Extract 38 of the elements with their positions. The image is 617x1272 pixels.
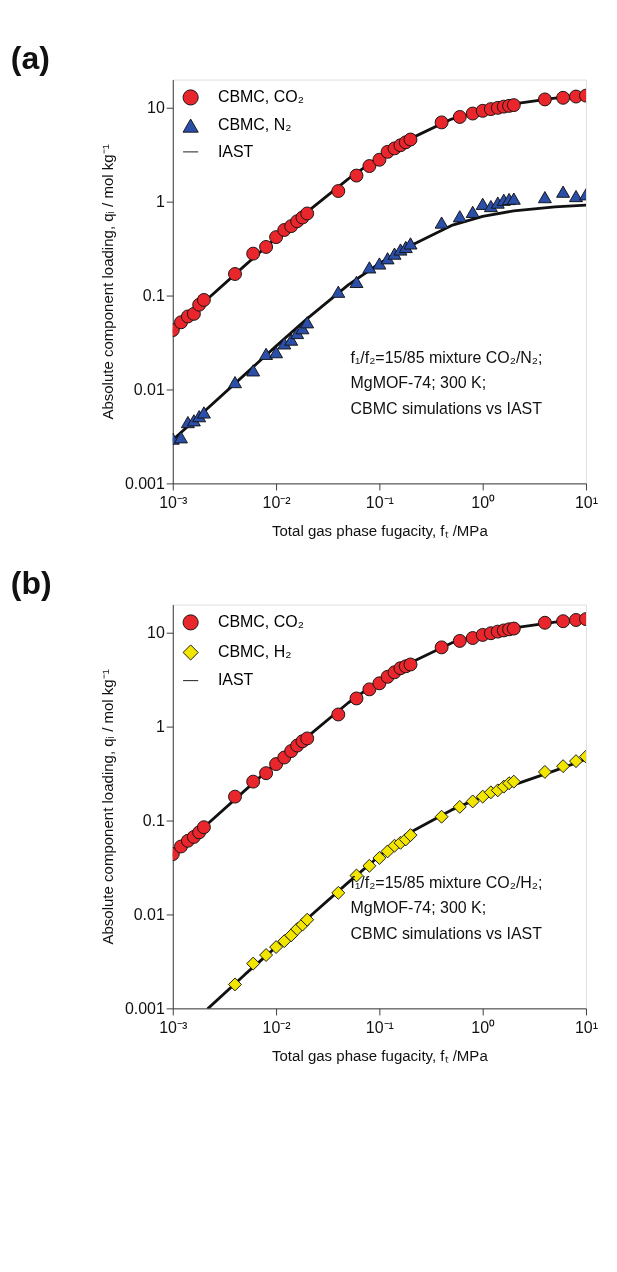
annotation: CBMC simulations vs IAST [350,399,543,417]
chart-title: (a) [10,40,50,77]
y-tick-label: 0.001 [124,474,165,492]
x-tick-label: 10⁻² [262,1019,292,1037]
x-tick-label: 10¹ [574,1019,599,1037]
x-tick-label: 10⁻¹ [365,494,394,512]
y-tick-label: 10 [147,623,165,641]
annotation: f₁/f₂=15/85 mixture CO₂/N₂; [350,348,543,366]
y-tick-label: 1 [155,717,165,735]
y-tick-label: 0.001 [124,999,165,1017]
legend-label: CBMC, CO₂ [217,613,304,631]
y-axis-title: Absolute component loading, qᵢ / mol kg⁻¹ [98,144,116,420]
y-tick-label: 10 [147,99,165,117]
legend-label: CBMC, H₂ [217,643,292,661]
x-tick-label: 10⁻³ [159,1019,188,1037]
y-tick-label: 0.1 [142,286,165,304]
annotation: CBMC simulations vs IAST [350,924,543,942]
legend-label: IAST [217,671,254,689]
y-tick-label: 0.01 [133,380,165,398]
x-axis-title: Total gas phase fugacity, fₜ /MPa [272,1047,489,1065]
y-tick-label: 0.1 [142,811,165,829]
y-tick-label: 0.01 [133,905,165,923]
legend-label: CBMC, CO₂ [217,88,304,106]
annotation: f₁/f₂=15/85 mixture CO₂/H₂; [350,873,543,891]
y-tick-label: 1 [155,192,165,210]
annotation: MgMOF-74; 300 K; [350,899,487,917]
x-tick-label: 10⁰ [471,494,496,512]
x-tick-label: 10⁰ [471,1019,496,1037]
x-tick-label: 10⁻³ [159,494,188,512]
legend-label: IAST [217,142,254,160]
annotation: MgMOF-74; 300 K; [350,374,487,392]
x-tick-label: 10⁻² [262,494,292,512]
chart-title: (b) [10,565,52,602]
legend-label: CBMC, N₂ [217,116,292,134]
y-axis-title: Absolute component loading, qᵢ / mol kg⁻¹ [98,669,116,945]
x-tick-label: 10⁻¹ [365,1019,394,1037]
x-axis-title: Total gas phase fugacity, fₜ /MPa [272,522,489,540]
x-tick-label: 10¹ [574,494,599,512]
